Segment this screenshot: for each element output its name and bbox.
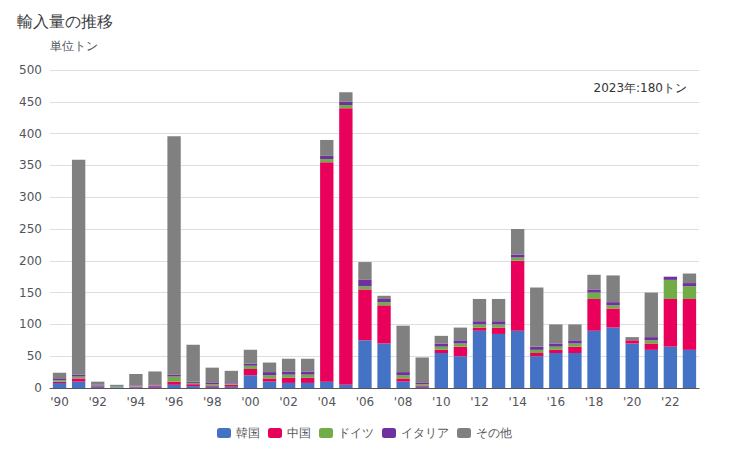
svg-text:'96: '96 <box>165 395 184 409</box>
svg-text:単位トン: 単位トン <box>50 39 98 53</box>
svg-text:輸入量の推移: 輸入量の推移 <box>17 12 113 31</box>
svg-text:250: 250 <box>19 222 42 236</box>
svg-text:'20: '20 <box>623 395 642 409</box>
svg-text:50: 50 <box>27 349 42 363</box>
svg-text:'18: '18 <box>585 395 604 409</box>
svg-text:中国: 中国 <box>287 426 311 440</box>
svg-text:150: 150 <box>19 286 42 300</box>
svg-text:'02: '02 <box>279 395 298 409</box>
svg-text:'08: '08 <box>394 395 413 409</box>
svg-text:450: 450 <box>19 95 42 109</box>
svg-text:ドイツ: ドイツ <box>338 426 374 440</box>
svg-text:'16: '16 <box>547 395 566 409</box>
svg-text:'90: '90 <box>50 395 69 409</box>
svg-text:200: 200 <box>19 254 42 268</box>
svg-text:'10: '10 <box>432 395 451 409</box>
svg-text:'12: '12 <box>470 395 489 409</box>
svg-text:韓国: 韓国 <box>236 426 260 440</box>
svg-text:300: 300 <box>19 190 42 204</box>
svg-text:'22: '22 <box>661 395 680 409</box>
svg-text:'00: '00 <box>241 395 260 409</box>
svg-text:'94: '94 <box>127 395 146 409</box>
svg-text:2023年:180トン: 2023年:180トン <box>594 81 688 95</box>
svg-text:その他: その他 <box>476 426 512 440</box>
svg-text:400: 400 <box>19 127 42 141</box>
svg-text:イタリア: イタリア <box>401 426 449 440</box>
svg-text:'14: '14 <box>508 395 527 409</box>
svg-text:'06: '06 <box>356 395 375 409</box>
svg-text:0: 0 <box>34 381 42 395</box>
svg-text:350: 350 <box>19 158 42 172</box>
svg-text:'98: '98 <box>203 395 222 409</box>
svg-text:100: 100 <box>19 317 42 331</box>
svg-text:'04: '04 <box>317 395 336 409</box>
svg-text:500: 500 <box>19 63 42 77</box>
svg-text:'92: '92 <box>88 395 107 409</box>
